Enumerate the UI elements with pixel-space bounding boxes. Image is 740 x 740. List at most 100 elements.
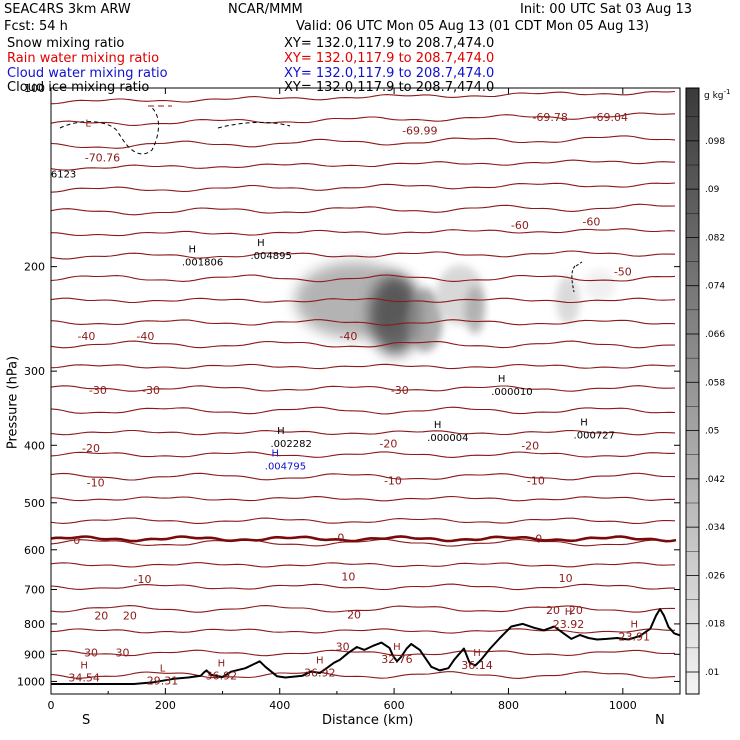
isotherm-label: 0 xyxy=(73,534,80,547)
cloud-shade xyxy=(584,269,616,301)
isotherm-min-label: -69.04 xyxy=(593,111,628,124)
isotherm-label: -50 xyxy=(614,266,632,279)
x-end-right: N xyxy=(655,713,665,728)
temperature-extrema-marker: H xyxy=(218,659,226,670)
isotherm-line xyxy=(51,472,676,481)
isotherm-line xyxy=(51,671,676,679)
isotherm-label: -40 xyxy=(136,330,154,343)
temperature-extrema-label: 29.31 xyxy=(147,675,179,688)
colorbar-unit-base: g kg xyxy=(704,91,724,101)
field-label-cloud-ice: Cloud ice mixing ratio xyxy=(7,80,150,95)
isotherm-label: 20 xyxy=(94,610,108,623)
y-tick-label: 200 xyxy=(24,261,45,274)
isotherm-label: 10 xyxy=(559,572,573,585)
isotherm-min-label: -69.99 xyxy=(402,125,437,138)
isotherm-line xyxy=(51,451,676,458)
temperature-extrema-label: 34.54 xyxy=(68,671,100,684)
colorbar-tick-label: .042 xyxy=(705,475,725,485)
isotherm-label: -30 xyxy=(89,384,107,397)
isotherm-label: 0 xyxy=(535,532,542,545)
header-init: Init: 00 UTC Sat 03 Aug 13 xyxy=(520,2,693,17)
isotherm-label: -20 xyxy=(379,437,397,450)
x-end-left: S xyxy=(82,713,91,728)
x-tick-label: 800 xyxy=(498,699,519,712)
isotherm-label: -30 xyxy=(391,384,409,397)
temperature-extrema-label: 32.76 xyxy=(381,653,413,666)
snow-max-label: .000004 xyxy=(427,433,468,444)
snow-max-marker: H xyxy=(434,420,442,431)
isotherm-min-label: -70.76 xyxy=(85,152,120,165)
isotherm-label: -40 xyxy=(77,330,95,343)
colorbar-bar xyxy=(685,87,700,695)
cloud-shade xyxy=(407,288,443,352)
y-tick-label: 800 xyxy=(24,618,45,631)
y-tick-label: 100 xyxy=(24,82,45,95)
isotherm-label: 20 xyxy=(569,604,583,617)
isotherm-label: 30 xyxy=(336,640,350,653)
isotherm-label: -40 xyxy=(339,330,357,343)
cloud-shade xyxy=(369,275,421,355)
snow-max-marker: H xyxy=(580,417,588,428)
isotherm-label: 30 xyxy=(84,647,98,660)
x-tick-label: 400 xyxy=(269,699,290,712)
colorbar-tick-label: .098 xyxy=(705,137,725,147)
cloud-ice-max-label: 6123 xyxy=(51,170,76,181)
y-tick-label: 600 xyxy=(24,544,45,557)
plot-axes: 0 200 400 600 800 100010020030040050060070080… xyxy=(17,82,681,712)
colorbar-unit-exp: -1 xyxy=(723,88,731,96)
isotherm-line xyxy=(51,495,676,502)
isotherm-min-label: -69.78 xyxy=(532,111,567,124)
temperature-extrema-label: 23.92 xyxy=(553,618,585,631)
isotherm-label: 20 xyxy=(123,609,137,622)
isotherm-line xyxy=(51,340,675,349)
y-tick-label: 700 xyxy=(24,584,45,597)
temperature-extrema-marker: L xyxy=(160,664,166,675)
y-tick-label: 300 xyxy=(24,365,45,378)
temperature-extrema-label: 36.14 xyxy=(461,659,493,672)
isotherm-label: 20 xyxy=(546,604,560,617)
isotherm-label: -10 xyxy=(134,573,152,586)
colorbar-tick-label: .066 xyxy=(705,330,725,340)
isotherm-label: -60 xyxy=(582,216,600,229)
temperature-extrema-label: 36.92 xyxy=(304,667,336,680)
isotherm-label: -10 xyxy=(527,475,545,488)
isotherm-line xyxy=(51,562,676,568)
freezing-level-line xyxy=(51,535,677,543)
x-tick-label: 0 xyxy=(48,699,55,712)
isotherm-line xyxy=(51,159,676,171)
colorbar: .01 .018 .026 .034 .042 .05 .058 .066 .074 .082 .0… xyxy=(685,87,725,695)
colorbar-tick-label: .082 xyxy=(705,233,725,243)
isotherm-label: 30 xyxy=(115,647,129,660)
field-label-snow: Snow mixing ratio xyxy=(7,36,125,51)
temperature-extrema-label: 36.92 xyxy=(206,670,238,683)
field-xy-cloud-water: XY= 132.0,117.9 to 208.7,474.0 xyxy=(284,66,495,81)
colorbar-tick-label: .074 xyxy=(705,282,725,292)
temperature-extrema-label: 23.91 xyxy=(619,631,651,644)
colorbar-tick-label: .058 xyxy=(705,378,725,388)
y-axis-title: Pressure (hPa) xyxy=(5,355,21,450)
isotherm-line xyxy=(51,112,676,126)
field-label-cloud-water: Cloud water mixing ratio xyxy=(7,66,168,81)
snow-max-label: .000727 xyxy=(574,430,615,441)
isotherm-line xyxy=(51,406,676,415)
snow-max-label: .001806 xyxy=(182,258,223,269)
y-tick-label: 500 xyxy=(24,497,45,510)
x-tick-label: 600 xyxy=(384,699,405,712)
terrain-line xyxy=(51,608,681,685)
cloud-water-max-marker: H xyxy=(271,448,279,459)
header-title: SEAC4RS 3km ARW xyxy=(4,2,131,17)
header-center: NCAR/MMM xyxy=(228,2,303,17)
snow-contour xyxy=(217,121,291,129)
isotherm-label: 0 xyxy=(337,531,344,544)
isotherm-line xyxy=(51,628,675,634)
colorbar-tick-label: .05 xyxy=(705,427,719,437)
snow-max-label: .000010 xyxy=(491,387,532,398)
isotherm-label: -10 xyxy=(87,476,105,489)
colorbar-tick-label: .026 xyxy=(705,571,725,581)
plot-frame xyxy=(50,87,681,695)
terrain-profile xyxy=(51,608,681,685)
isotherm-label: 10 xyxy=(341,571,355,584)
isotherm-line xyxy=(51,274,676,283)
isotherm-line xyxy=(51,517,676,525)
